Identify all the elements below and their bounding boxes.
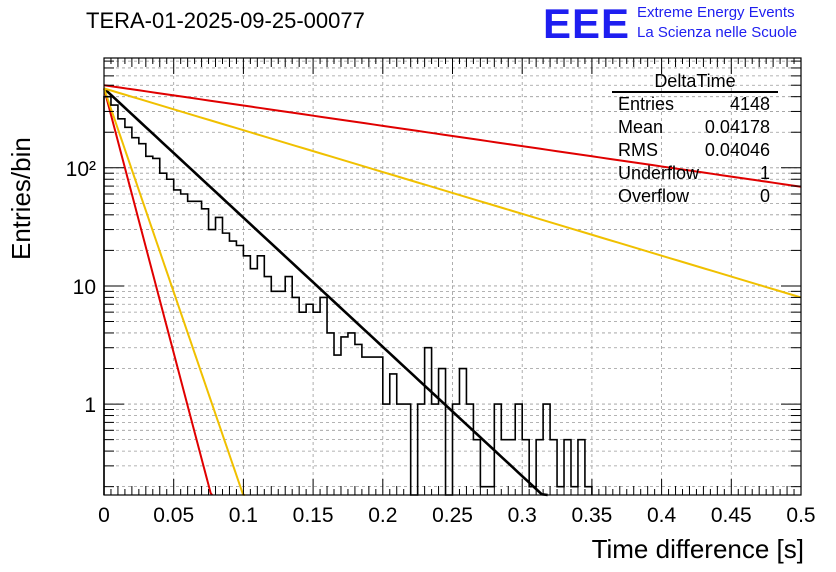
x-tick-label: 0.1 — [229, 504, 258, 527]
histogram-bin — [425, 348, 432, 495]
histogram-bin — [160, 173, 167, 495]
stats-value: 0 — [760, 186, 770, 206]
x-tick-label: 0.3 — [508, 504, 537, 527]
histogram-bin — [236, 245, 243, 495]
stats-value: 0.04046 — [705, 140, 770, 160]
histogram-bin — [487, 487, 494, 495]
histogram-bin — [432, 404, 439, 495]
histogram-bin — [383, 404, 390, 495]
curve-yellow-steep — [103, 88, 246, 496]
histogram-bin — [466, 404, 473, 495]
histogram-bin — [202, 209, 209, 495]
histogram-bin — [515, 404, 522, 495]
histogram-bin — [222, 233, 229, 495]
histogram-bin — [348, 333, 355, 495]
histogram-bin — [543, 404, 550, 495]
stats-label: Overflow — [618, 186, 690, 206]
y-tick-label: 1 — [84, 394, 96, 417]
x-tick-label: 0.05 — [153, 504, 194, 527]
x-axis: 0 0.05 0.1 0.15 0.2 0.25 0.3 0.35 0.4 0.45 0.5 — [98, 58, 816, 527]
histogram-bin — [571, 487, 578, 495]
histogram-bin — [209, 230, 216, 495]
logo-line-2: La Scienza nelle Scuole — [637, 24, 798, 41]
histogram-bin — [139, 144, 146, 495]
stats-title: DeltaTime — [654, 71, 735, 91]
histogram-bin — [439, 369, 446, 495]
histogram-bin — [362, 357, 369, 495]
curve-red-steep — [103, 88, 213, 496]
histogram-bin — [299, 312, 306, 495]
histogram-bin — [181, 194, 188, 495]
eee-logo: EEE — [543, 0, 631, 47]
histogram-bin — [146, 156, 153, 495]
x-tick-label: 0.35 — [571, 504, 612, 527]
x-tick-label: 0.5 — [786, 504, 815, 527]
histogram-bin — [111, 105, 118, 495]
curve-red-shallow — [103, 84, 802, 188]
x-tick-label: 0.2 — [368, 504, 397, 527]
histogram-bin — [585, 487, 592, 495]
y-tick-label: 10 — [73, 276, 96, 299]
histogram-bin — [334, 355, 341, 495]
histogram-bin — [404, 404, 411, 495]
x-axis-label: Time difference [s] — [591, 534, 804, 564]
stats-label: RMS — [618, 140, 658, 160]
y-axis-label: Entries/bin — [6, 137, 36, 260]
histogram-bin — [104, 97, 111, 495]
histogram-bin — [341, 337, 348, 495]
histogram-bin — [313, 312, 320, 495]
x-tick-label: 0 — [98, 504, 110, 527]
histogram-bin — [174, 190, 181, 495]
logo-line-1: Extreme Energy Events — [637, 4, 795, 21]
curve-yellow-shallow — [103, 87, 802, 299]
stats-label: Mean — [618, 117, 663, 137]
histogram-bin — [264, 277, 271, 495]
histogram-bin — [153, 158, 160, 495]
histogram-bin — [369, 357, 376, 495]
histogram-bin — [355, 344, 362, 495]
run-title: TERA-01-2025-09-25-00077 — [86, 8, 365, 33]
x-tick-label: 0.4 — [647, 504, 677, 527]
histogram-bin — [557, 487, 564, 495]
stats-value: 0.04178 — [705, 117, 770, 137]
histogram-bin — [397, 404, 404, 495]
histogram-bin — [320, 297, 327, 495]
histogram-outline — [103, 95, 593, 496]
histogram-bin — [118, 119, 125, 495]
histogram — [103, 95, 593, 496]
histogram-bin — [376, 357, 383, 495]
stats-label: Entries — [618, 94, 674, 114]
x-tick-label: 0.45 — [711, 504, 752, 527]
histogram-bin — [459, 369, 466, 495]
histogram-bin — [480, 487, 487, 495]
stats-box: DeltaTime Entries 4148 Mean 0.04178 RMS 0.0404… — [612, 71, 778, 206]
histogram-bin — [216, 217, 223, 495]
stats-value: 1 — [760, 163, 770, 183]
y-tick-label: 10² — [66, 158, 96, 181]
x-tick-label: 0.25 — [432, 504, 473, 527]
histogram-bin — [292, 297, 299, 495]
histogram-bin — [285, 277, 292, 495]
histogram-bin — [132, 138, 139, 495]
histogram-bin — [418, 404, 425, 495]
histogram-bin — [250, 269, 257, 495]
histogram-bin — [390, 374, 397, 495]
histogram-bin — [327, 333, 334, 495]
stats-label: Underflow — [618, 163, 700, 183]
x-tick-label: 0.15 — [293, 504, 334, 527]
stats-value: 4148 — [730, 94, 770, 114]
